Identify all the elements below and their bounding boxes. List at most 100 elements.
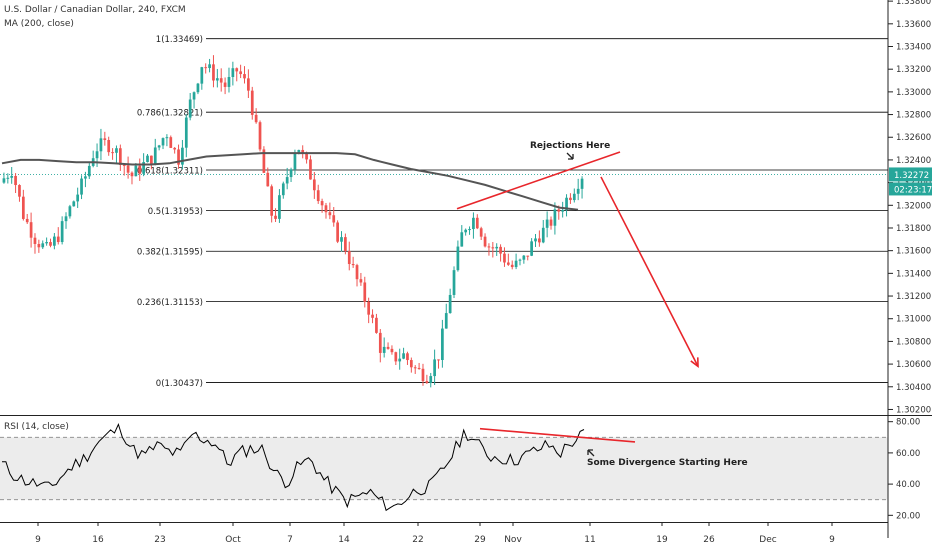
candle-body (64, 216, 68, 222)
candle-body (553, 209, 557, 226)
candle-body (223, 82, 227, 87)
candle-body (518, 259, 522, 261)
time-tick-label: Nov (504, 535, 522, 545)
candle-body (514, 260, 518, 268)
candle-body (452, 270, 456, 295)
price-tick-label: 1.32400 (896, 156, 931, 166)
fib-level-label: 0(1.30437) (156, 379, 203, 389)
candle-body (200, 67, 204, 84)
candle-body (2, 178, 6, 183)
candle-body (347, 251, 351, 265)
price-tick-label: 1.31200 (896, 292, 931, 302)
time-tick-label: 22 (412, 535, 423, 545)
trend-lines (456, 151, 699, 368)
candle-body (68, 206, 72, 217)
moving-average (1, 152, 579, 211)
candle-body (150, 155, 153, 164)
candle-body (247, 78, 250, 91)
time-tick-label: 11 (584, 535, 595, 545)
candle-body (301, 149, 305, 153)
projection-trend-line (600, 176, 699, 367)
candle-body (72, 201, 76, 207)
candle-body (219, 78, 223, 83)
candle-body (243, 74, 246, 79)
candle-body (165, 137, 169, 139)
candle-body (29, 222, 33, 238)
candle-body (204, 67, 208, 69)
price-badge-label: 1.32272 (894, 171, 929, 181)
candle-body (448, 294, 452, 314)
rsi-tick-label: 20.00 (896, 511, 920, 521)
candle-body (472, 217, 475, 230)
candle-body (569, 197, 572, 201)
time-tick-label: 23 (154, 535, 165, 545)
price-tick-label: 1.31400 (896, 269, 931, 279)
candle-body (6, 177, 10, 179)
candle-body (161, 138, 165, 146)
candle-body (421, 368, 425, 382)
candle-body (316, 190, 320, 202)
candle-body (293, 153, 297, 170)
candle-body (398, 358, 402, 362)
candle-body (76, 194, 80, 202)
candle-body (21, 196, 25, 219)
candle-body (499, 246, 502, 254)
candle-body (138, 165, 142, 174)
price-tick-label: 1.32600 (896, 133, 931, 143)
candle-body (60, 221, 64, 243)
time-tick-label: 26 (703, 535, 715, 545)
candle-body (378, 332, 382, 353)
candle-body (126, 165, 130, 173)
candle-body (413, 367, 417, 369)
time-tick-label: 16 (92, 535, 104, 545)
candle-body (390, 348, 394, 353)
fib-level-label: 0.382(1.31595) (137, 248, 203, 258)
candle-body (355, 265, 359, 280)
candle-body (192, 92, 196, 100)
candle-body (557, 209, 561, 212)
price-tick-label: 1.33800 (896, 0, 931, 7)
candle-body (495, 246, 499, 249)
candle-body (215, 78, 219, 81)
candle-body (580, 178, 584, 189)
candle-body (305, 152, 308, 160)
candle-body (444, 313, 448, 329)
indicator-label: MA (200, close) (4, 19, 74, 29)
candle-body (254, 114, 258, 123)
rsi-tick-label: 80.00 (896, 418, 920, 428)
candle-body (239, 71, 242, 75)
price-tick-label: 1.32000 (896, 201, 931, 211)
candle-body (173, 147, 177, 150)
candle-body (320, 201, 324, 206)
candle-body (344, 237, 347, 252)
time-tick-label: 9 (35, 535, 41, 545)
candle-body (464, 229, 468, 233)
candle-body (375, 317, 378, 333)
candle-body (351, 264, 355, 266)
candle-body (14, 175, 17, 186)
time-tick-label: Oct (225, 535, 241, 545)
candle-body (45, 242, 48, 244)
price-tick-label: 1.30600 (896, 360, 931, 370)
candle-body (538, 238, 541, 243)
resistance-trend-line (456, 151, 621, 210)
candle-body (437, 359, 440, 361)
timer-badge-label: 02:23:17 (894, 185, 932, 195)
candle-body (49, 242, 52, 246)
candle-body (235, 68, 239, 72)
candle-body (80, 178, 83, 195)
candle-body (565, 197, 568, 210)
divergence-annotation: Some Divergence Starting Here (587, 458, 748, 468)
candle-body (134, 165, 138, 177)
candle-body (394, 352, 398, 362)
candle-body (95, 151, 99, 159)
fib-level-label: 0.5(1.31953) (148, 207, 203, 217)
timer-badge (889, 182, 932, 196)
candle-body (425, 381, 429, 383)
price-tick-label: 1.30200 (896, 405, 931, 415)
price-tick-label: 1.30800 (896, 337, 931, 347)
candle-body (18, 185, 21, 197)
candle-body (184, 117, 188, 148)
chart-header: U.S. Dollar / Canadian Dollar, 240, FXCM… (4, 3, 186, 31)
